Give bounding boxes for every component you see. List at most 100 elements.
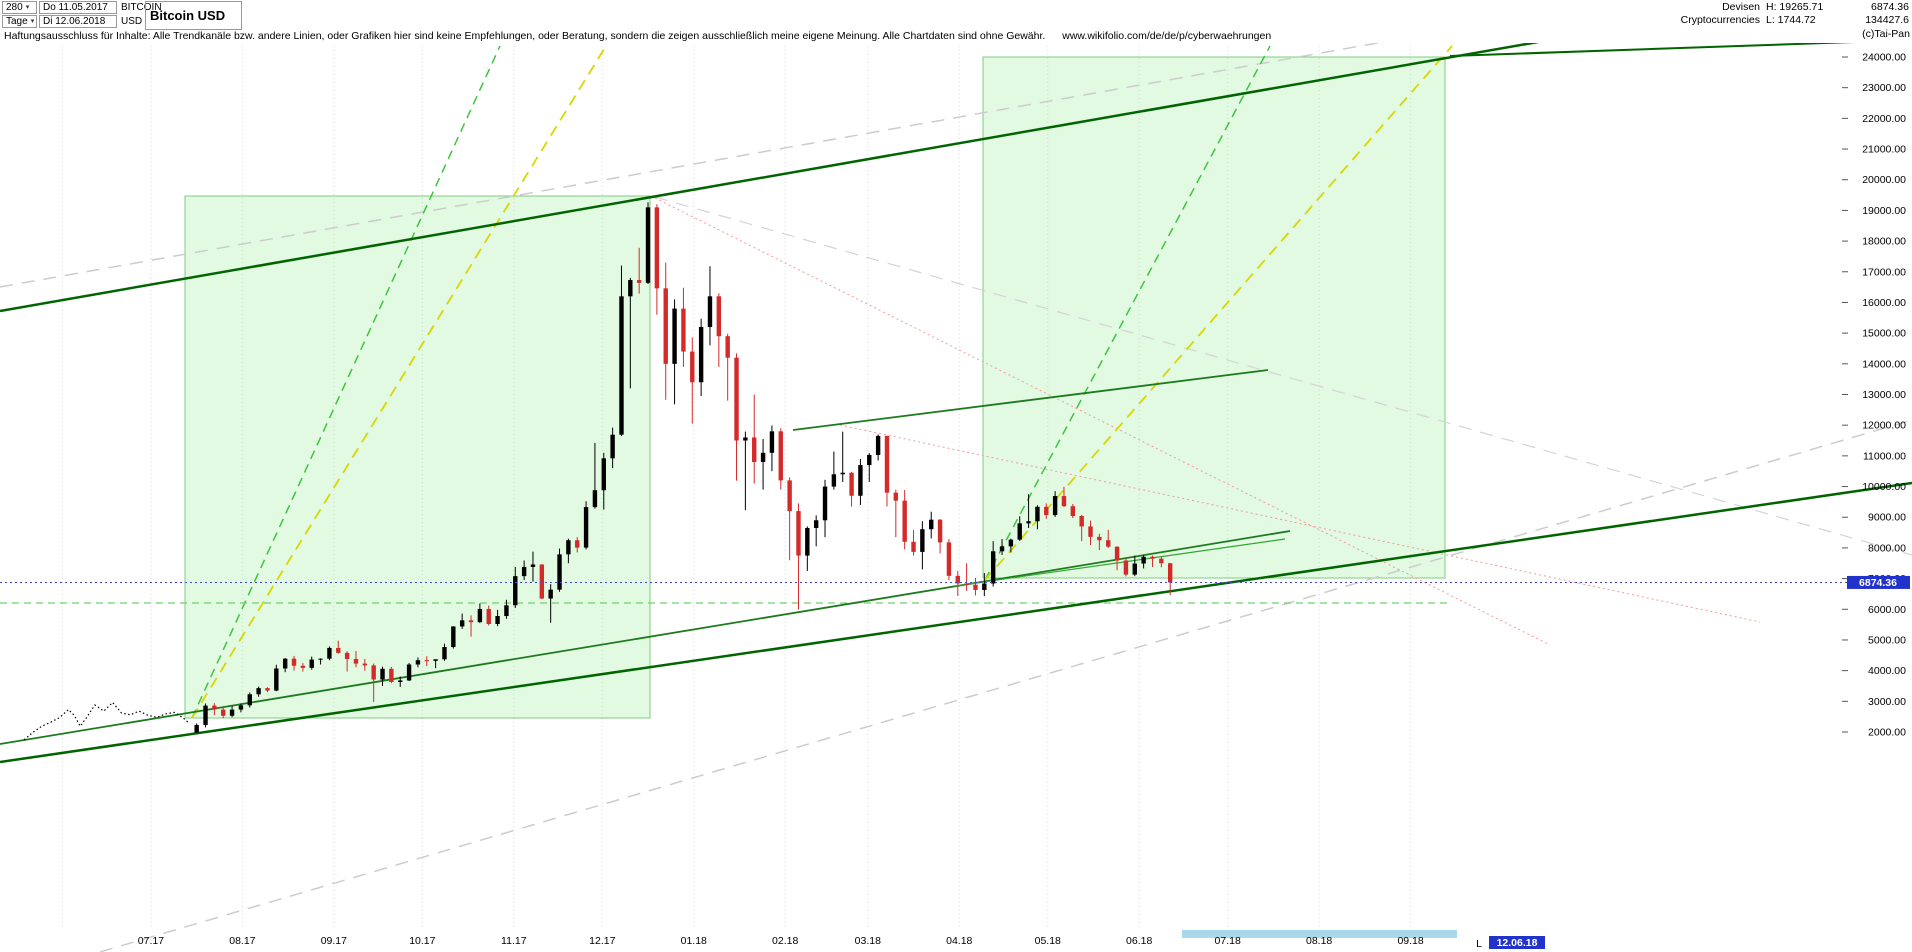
candle [327,647,332,659]
candle [999,546,1005,552]
candle [1097,536,1102,541]
y-axis-label: 20000.00 [1862,174,1906,186]
candle [858,465,863,496]
trend-line [191,45,607,719]
candle [1044,506,1049,516]
candle [451,626,456,648]
candle [566,540,571,555]
candle [911,541,916,552]
y-axis-label: 17000.00 [1862,266,1906,278]
y-axis-label: 11000.00 [1863,450,1906,462]
trend-line [0,481,1912,764]
category-label-1: Devisen [1722,1,1760,13]
candle [734,357,739,441]
candle [654,207,660,289]
candle [353,658,359,664]
end-date-field[interactable]: Di 12.06.2018 [39,15,117,28]
y-axis-label: 2000.00 [1868,727,1906,739]
trend-line [0,43,1382,288]
candle [1017,523,1022,540]
trend-line [984,45,1453,581]
candle [495,616,500,624]
candle [1061,496,1067,507]
bars-count-select[interactable]: 280 ▾ [2,1,37,14]
trend-line [99,419,1912,952]
candle [920,529,925,552]
candle [344,652,350,659]
x-axis-label: 02.18 [772,935,798,947]
candle [672,308,677,364]
current-date-badge [1489,936,1545,949]
current-date-prefix: L [1476,938,1482,950]
candle [504,605,509,617]
candle [628,280,633,297]
y-axis-label: 8000.00 [1868,542,1906,554]
symbol-label: BITCOIN [121,2,162,13]
x-axis-label: 11.17 [501,935,527,947]
candle [982,583,987,590]
candle [752,437,757,462]
candle [415,660,421,665]
candle [362,663,368,666]
candle [805,527,810,556]
candle [796,511,801,556]
candle [1079,516,1084,527]
candle [955,575,960,584]
x-axis-label: 05.18 [1035,935,1061,947]
x-axis-label: 07.17 [138,935,164,947]
last-price-badge [1847,575,1910,589]
candle [716,296,722,337]
candle [539,564,545,599]
candle [371,665,376,680]
y-axis-label: 13000.00 [1862,389,1906,401]
candle [946,542,952,576]
disclaimer-url[interactable]: www.wikifolio.com/de/de/p/cyberwaehrunge… [1062,30,1272,42]
candle [380,668,385,680]
trend-line [1449,43,1855,57]
candle [707,296,713,327]
candle [929,519,934,530]
candle [619,296,624,435]
candle [229,709,235,716]
candle [530,564,536,567]
trend-line [792,369,1269,431]
y-axis-label: 6000.00 [1868,604,1906,616]
candle [787,480,792,512]
current-date-badge-text: 12.06.18 [1497,937,1538,949]
candle [778,431,783,481]
x-axis-label: 03.18 [855,935,881,947]
y-axis-label: 5000.00 [1868,634,1906,646]
candle [743,437,748,441]
category-label-2: Cryptocurrencies [1680,14,1760,26]
period-select[interactable]: Tage ▾ [2,15,37,28]
candle [840,472,845,475]
candle [902,500,907,542]
candle [1026,521,1031,524]
candlestick-series [194,202,1173,733]
candle [521,566,527,577]
end-date-value: Di 12.06.2018 [43,16,106,27]
y-axis-label: 21000.00 [1862,144,1906,156]
disclaimer-bar: Haftungsausschluss für Inhalte: Alle Tre… [4,30,1724,42]
candle [645,207,651,283]
candle [849,472,854,496]
x-axis-label: 04.18 [946,935,972,947]
candle [575,540,580,548]
candle [424,660,429,662]
y-axis-label: 14000.00 [1862,358,1906,370]
candle [831,474,837,487]
candle [1035,506,1040,522]
candle [990,551,996,584]
candle [274,668,279,691]
candle [1132,563,1137,575]
y-axis-label: 9000.00 [1868,512,1906,524]
y-axis-label: 24000.00 [1862,52,1906,64]
candle [1114,546,1120,561]
start-date-field[interactable]: Do 11.05.2017 [39,1,117,14]
toolbar: 280 ▾ Do 11.05.2017 BITCOIN Tage ▾ Di 12… [0,0,1912,43]
candle [1141,556,1146,564]
candle [822,486,828,521]
candle [760,452,766,462]
